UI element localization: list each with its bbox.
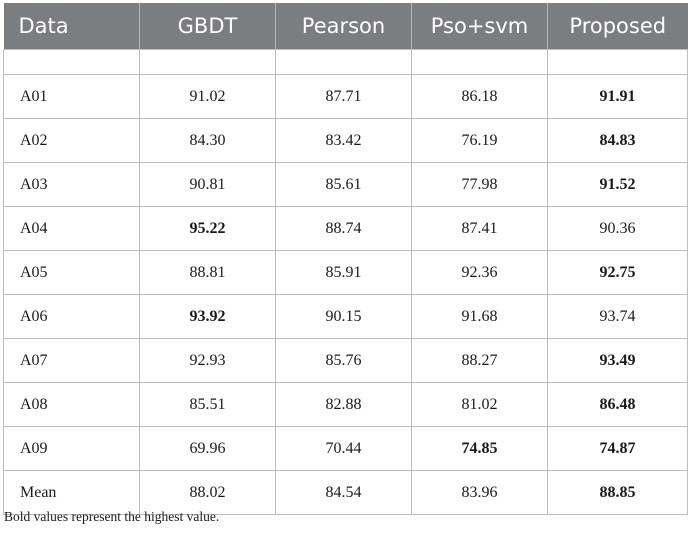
cell-proposed: 93.49 bbox=[547, 338, 688, 383]
cell-pso-svm: 83.96 bbox=[411, 470, 548, 515]
cell-gbdt: 84.30 bbox=[139, 118, 276, 163]
cell-gbdt: 69.96 bbox=[139, 426, 276, 471]
cell-pearson: 85.91 bbox=[275, 250, 412, 295]
row-label: A04 bbox=[3, 206, 140, 251]
row-label: A02 bbox=[3, 118, 140, 163]
header-proposed: Proposed bbox=[547, 3, 688, 50]
cell-pso-svm: 77.98 bbox=[411, 162, 548, 207]
cell-pearson: 83.42 bbox=[275, 118, 412, 163]
blank-row bbox=[3, 49, 688, 75]
row-label: A06 bbox=[3, 294, 140, 339]
cell-pso-svm: 88.27 bbox=[411, 338, 548, 383]
row-label: A01 bbox=[3, 74, 140, 119]
cell-pso-svm: 87.41 bbox=[411, 206, 548, 251]
header-gbdt: GBDT bbox=[139, 3, 276, 50]
cell-pearson: 70.44 bbox=[275, 426, 412, 471]
table-row: A04 95.22 88.74 87.41 90.36 bbox=[3, 206, 688, 251]
row-label: A08 bbox=[3, 382, 140, 427]
cell-gbdt: 92.93 bbox=[139, 338, 276, 383]
blank-cell bbox=[3, 49, 140, 75]
cell-proposed: 93.74 bbox=[547, 294, 688, 339]
blank-cell bbox=[275, 49, 412, 75]
row-label: A03 bbox=[3, 162, 140, 207]
cell-pearson: 82.88 bbox=[275, 382, 412, 427]
results-table: Data GBDT Pearson Pso+svm Proposed A01 91… bbox=[3, 3, 688, 515]
cell-pso-svm: 92.36 bbox=[411, 250, 548, 295]
cell-gbdt: 85.51 bbox=[139, 382, 276, 427]
cell-proposed: 74.87 bbox=[547, 426, 688, 471]
row-label: Mean bbox=[3, 470, 140, 515]
row-label: A05 bbox=[3, 250, 140, 295]
cell-proposed: 86.48 bbox=[547, 382, 688, 427]
cell-pearson: 84.54 bbox=[275, 470, 412, 515]
header-pso-svm: Pso+svm bbox=[411, 3, 548, 50]
table-row: A05 88.81 85.91 92.36 92.75 bbox=[3, 250, 688, 295]
row-label: A07 bbox=[3, 338, 140, 383]
cell-gbdt: 90.81 bbox=[139, 162, 276, 207]
table-body: A01 91.02 87.71 86.18 91.91 A02 84.30 83.42 76.1… bbox=[3, 49, 688, 515]
blank-cell bbox=[411, 49, 548, 75]
table-row: A08 85.51 82.88 81.02 86.48 bbox=[3, 382, 688, 427]
cell-pso-svm: 74.85 bbox=[411, 426, 548, 471]
blank-cell bbox=[547, 49, 688, 75]
cell-pearson: 90.15 bbox=[275, 294, 412, 339]
table-row: A02 84.30 83.42 76.19 84.83 bbox=[3, 118, 688, 163]
table-row: Mean 88.02 84.54 83.96 88.85 bbox=[3, 470, 688, 515]
table-header: Data GBDT Pearson Pso+svm Proposed bbox=[3, 3, 688, 50]
cell-pso-svm: 91.68 bbox=[411, 294, 548, 339]
cell-gbdt: 95.22 bbox=[139, 206, 276, 251]
cell-proposed: 84.83 bbox=[547, 118, 688, 163]
header-pearson: Pearson bbox=[275, 3, 412, 50]
header-data: Data bbox=[3, 3, 140, 50]
cell-gbdt: 88.02 bbox=[139, 470, 276, 515]
cell-proposed: 91.91 bbox=[547, 74, 688, 119]
table-row: A01 91.02 87.71 86.18 91.91 bbox=[3, 74, 688, 119]
cell-pearson: 88.74 bbox=[275, 206, 412, 251]
row-label: A09 bbox=[3, 426, 140, 471]
cell-proposed: 91.52 bbox=[547, 162, 688, 207]
cell-pso-svm: 76.19 bbox=[411, 118, 548, 163]
cell-proposed: 90.36 bbox=[547, 206, 688, 251]
table-row: A07 92.93 85.76 88.27 93.49 bbox=[3, 338, 688, 383]
cell-gbdt: 93.92 bbox=[139, 294, 276, 339]
cell-gbdt: 88.81 bbox=[139, 250, 276, 295]
cell-proposed: 88.85 bbox=[547, 470, 688, 515]
table-row: A06 93.92 90.15 91.68 93.74 bbox=[3, 294, 688, 339]
cell-proposed: 92.75 bbox=[547, 250, 688, 295]
blank-cell bbox=[139, 49, 276, 75]
cell-pso-svm: 86.18 bbox=[411, 74, 548, 119]
header-row: Data GBDT Pearson Pso+svm Proposed bbox=[3, 3, 688, 50]
cell-pso-svm: 81.02 bbox=[411, 382, 548, 427]
cell-pearson: 87.71 bbox=[275, 74, 412, 119]
cell-gbdt: 91.02 bbox=[139, 74, 276, 119]
table-footnote: Bold values represent the highest value. bbox=[4, 509, 220, 524]
table-row: A09 69.96 70.44 74.85 74.87 bbox=[3, 426, 688, 471]
table-row: A03 90.81 85.61 77.98 91.52 bbox=[3, 162, 688, 207]
cell-pearson: 85.61 bbox=[275, 162, 412, 207]
cell-pearson: 85.76 bbox=[275, 338, 412, 383]
